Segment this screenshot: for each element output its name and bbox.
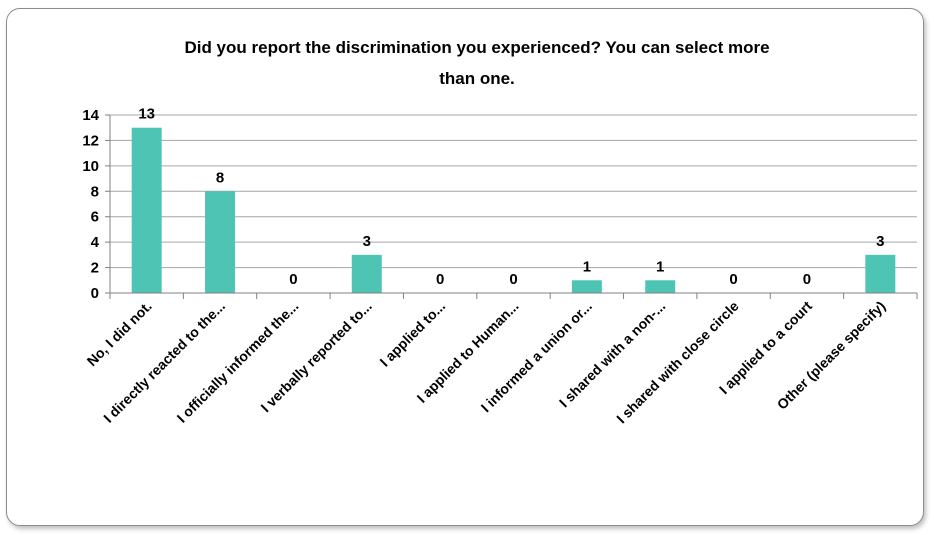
bar: [571, 280, 602, 293]
data-label: 3: [363, 233, 371, 250]
y-tick-label: 10: [82, 158, 99, 175]
y-tick-label: 4: [91, 234, 100, 251]
x-tick-label: I shared with close circle: [613, 298, 742, 427]
data-label: 1: [656, 258, 664, 275]
bar: [645, 280, 676, 293]
bar: [351, 254, 382, 293]
data-label: 0: [729, 271, 737, 288]
data-label: 0: [509, 271, 517, 288]
y-tick-label: 14: [82, 107, 99, 124]
x-tick-labels: No, I did not.I directly reacted to the.…: [84, 298, 889, 427]
axes: [105, 114, 918, 299]
data-label: 1: [583, 258, 591, 275]
x-tick-label: I directly reacted to the...: [100, 298, 228, 426]
y-tick-label: 8: [91, 183, 99, 200]
chart-title-line-1: Did you report the discrimination you ex…: [184, 38, 769, 57]
data-label: 13: [138, 106, 155, 123]
bars: [131, 127, 896, 293]
data-label: 0: [289, 271, 297, 288]
y-tick-label: 6: [91, 209, 99, 226]
data-label: 3: [876, 233, 884, 250]
y-tick-label: 2: [91, 260, 99, 277]
chart-title-line-2: than one.: [439, 69, 515, 88]
gridlines: [110, 114, 917, 269]
bar: [131, 127, 162, 293]
data-label: 0: [436, 271, 444, 288]
data-label: 8: [216, 169, 224, 186]
x-tick-label: No, I did not.: [84, 298, 155, 369]
y-tick-label: 0: [91, 285, 99, 302]
bar: [865, 254, 896, 293]
data-label: 0: [803, 271, 811, 288]
x-tick-label: I officially informed the...: [174, 298, 302, 426]
x-tick-label: I applied to...: [376, 298, 448, 370]
y-tick-label: 12: [82, 132, 99, 149]
data-labels: 13 8 0 3 0 0 1 1 0 0 3: [138, 106, 884, 288]
y-tick-labels: 0 2 4 6 8 10 12 14: [82, 107, 99, 302]
bar: [205, 191, 236, 293]
